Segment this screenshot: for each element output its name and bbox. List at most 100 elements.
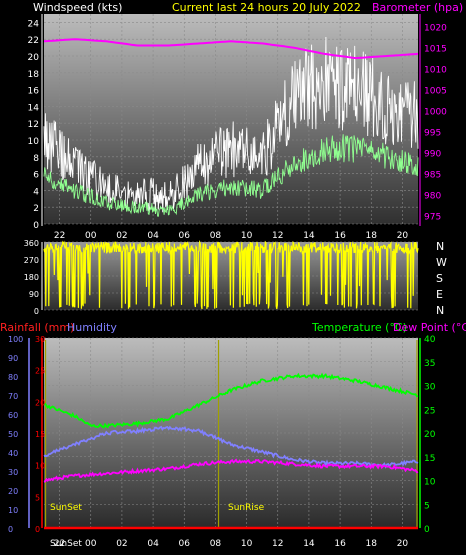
rainfall-tick-label: 0 — [35, 525, 40, 534]
dew-point-axis-title: Dew Point (°C) — [393, 321, 466, 334]
wind-panel-marks — [41, 14, 421, 226]
windspeed-tick-label: 2 — [33, 204, 39, 214]
rainfall-tick-label: 10 — [35, 462, 45, 471]
windspeed-tick-label: 24 — [28, 19, 40, 29]
direction-tick-label: 270 — [24, 256, 39, 265]
climate-x-tick-label: 08 — [210, 539, 222, 549]
sunset-label-end: SunSet — [50, 539, 82, 549]
climate-x-tick-label: 18 — [366, 539, 378, 549]
direction-tick-label: 180 — [24, 273, 39, 282]
temperature-line — [43, 372, 419, 429]
humidity-tick-label: 30 — [8, 468, 18, 477]
barometer-tick-label: 975 — [424, 213, 441, 223]
windspeed-tick-label: 22 — [28, 36, 39, 46]
climate-x-tick-label: 12 — [272, 539, 283, 549]
rainfall-axis-title: Rainfall (mm) — [0, 321, 74, 334]
barometer-tick-label: 995 — [424, 129, 441, 139]
axis-labels: 0246810121416182022249759809859909951000… — [8, 19, 447, 549]
climate-x-tick-label: 16 — [334, 539, 346, 549]
wind-x-tick-label: 04 — [147, 231, 159, 241]
humidity-tick-label: 60 — [8, 411, 18, 420]
humidity-tick-label: 90 — [8, 354, 18, 363]
barometer-line — [43, 38, 419, 60]
wind-x-tick-label: 00 — [85, 231, 97, 241]
barometer-tick-label: 1010 — [424, 66, 447, 76]
climate-x-tick-label: 22 — [54, 539, 65, 549]
chart-title: Current last 24 hours 20 July 2022 — [172, 1, 361, 14]
climate-x-tick-label: 04 — [147, 539, 159, 549]
compass-label-s: S — [436, 272, 443, 285]
wind-x-tick-label: 22 — [54, 231, 65, 241]
barometer-tick-label: 1015 — [424, 45, 447, 55]
temperature-tick-label: 35 — [424, 359, 435, 369]
climate-x-tick-label: 00 — [85, 539, 97, 549]
wind-x-tick-label: 14 — [303, 231, 315, 241]
climate-x-tick-label: 06 — [179, 539, 191, 549]
barometer-tick-label: 1020 — [424, 24, 447, 34]
dew-point-line — [43, 458, 419, 483]
sunset-label: SunSet — [50, 503, 82, 513]
humidity-tick-label: 10 — [8, 506, 18, 515]
barometer-axis-title: Barometer (hpa) — [372, 1, 463, 14]
humidity-tick-label: 70 — [8, 392, 18, 401]
humidity-tick-label: 100 — [8, 335, 23, 344]
climate-x-tick-label: 02 — [116, 539, 127, 549]
wind-gust-line — [43, 36, 419, 213]
direction-tick-label: 90 — [29, 290, 39, 299]
wind-x-tick-label: 02 — [116, 231, 127, 241]
wind-x-tick-label: 10 — [241, 231, 253, 241]
sunrise-label: SunRise — [228, 503, 265, 513]
temperature-tick-label: 5 — [424, 501, 430, 511]
climate-x-tick-label: 14 — [303, 539, 315, 549]
direction-tick-label: 360 — [24, 239, 39, 248]
wind-panel-background — [44, 14, 418, 224]
windspeed-axis-title: Windspeed (kts) — [33, 1, 122, 14]
temperature-tick-label: 25 — [424, 406, 435, 416]
windspeed-tick-label: 14 — [28, 103, 40, 113]
wind-x-tick-label: 08 — [210, 231, 222, 241]
barometer-tick-label: 980 — [424, 192, 441, 202]
wind-x-tick-label: 16 — [334, 231, 346, 241]
rainfall-tick-label: 25 — [35, 367, 45, 376]
windspeed-tick-label: 6 — [33, 171, 39, 181]
temperature-tick-label: 30 — [424, 383, 436, 393]
windspeed-tick-label: 10 — [28, 137, 40, 147]
direction-panel-marks — [41, 239, 419, 311]
compass-label-n-bottom: N — [436, 304, 444, 317]
wind-direction-trace — [43, 239, 419, 310]
barometer-tick-label: 990 — [424, 150, 441, 160]
climate-x-tick-label: 20 — [397, 539, 409, 549]
wind-x-tick-label: 12 — [272, 231, 283, 241]
rainfall-tick-label: 5 — [35, 493, 40, 502]
humidity-axis-title: Humidity — [67, 321, 117, 334]
windspeed-tick-label: 20 — [28, 53, 40, 63]
compass-label-n-top: N — [436, 240, 444, 253]
rainfall-tick-label: 20 — [35, 398, 45, 407]
rainfall-tick-label: 30 — [35, 335, 45, 344]
temperature-axis-title: Temperature (°C) — [311, 321, 407, 334]
windspeed-tick-label: 12 — [28, 120, 39, 130]
temperature-tick-label: 10 — [424, 478, 436, 488]
humidity-tick-label: 80 — [8, 373, 18, 382]
windspeed-tick-label: 8 — [33, 154, 39, 164]
rainfall-tick-label: 15 — [35, 430, 45, 439]
temperature-tick-label: 15 — [424, 454, 435, 464]
windspeed-tick-label: 18 — [28, 70, 40, 80]
wind-average-line — [43, 134, 419, 217]
temperature-tick-label: 20 — [424, 430, 436, 440]
barometer-tick-label: 1005 — [424, 87, 447, 97]
climate-panel-marks — [28, 338, 421, 530]
humidity-tick-label: 0 — [8, 525, 13, 534]
wind-x-tick-label: 06 — [179, 231, 191, 241]
windspeed-tick-label: 16 — [28, 87, 40, 97]
barometer-tick-label: 985 — [424, 171, 441, 181]
compass-label-e: E — [436, 288, 443, 301]
barometer-tick-label: 1000 — [424, 108, 447, 118]
climate-x-tick-label: 10 — [241, 539, 253, 549]
temperature-tick-label: 0 — [424, 525, 430, 535]
humidity-tick-label: 20 — [8, 487, 18, 496]
direction-tick-label: 0 — [34, 307, 39, 316]
windspeed-tick-label: 4 — [33, 187, 39, 197]
temperature-tick-label: 40 — [424, 335, 436, 345]
